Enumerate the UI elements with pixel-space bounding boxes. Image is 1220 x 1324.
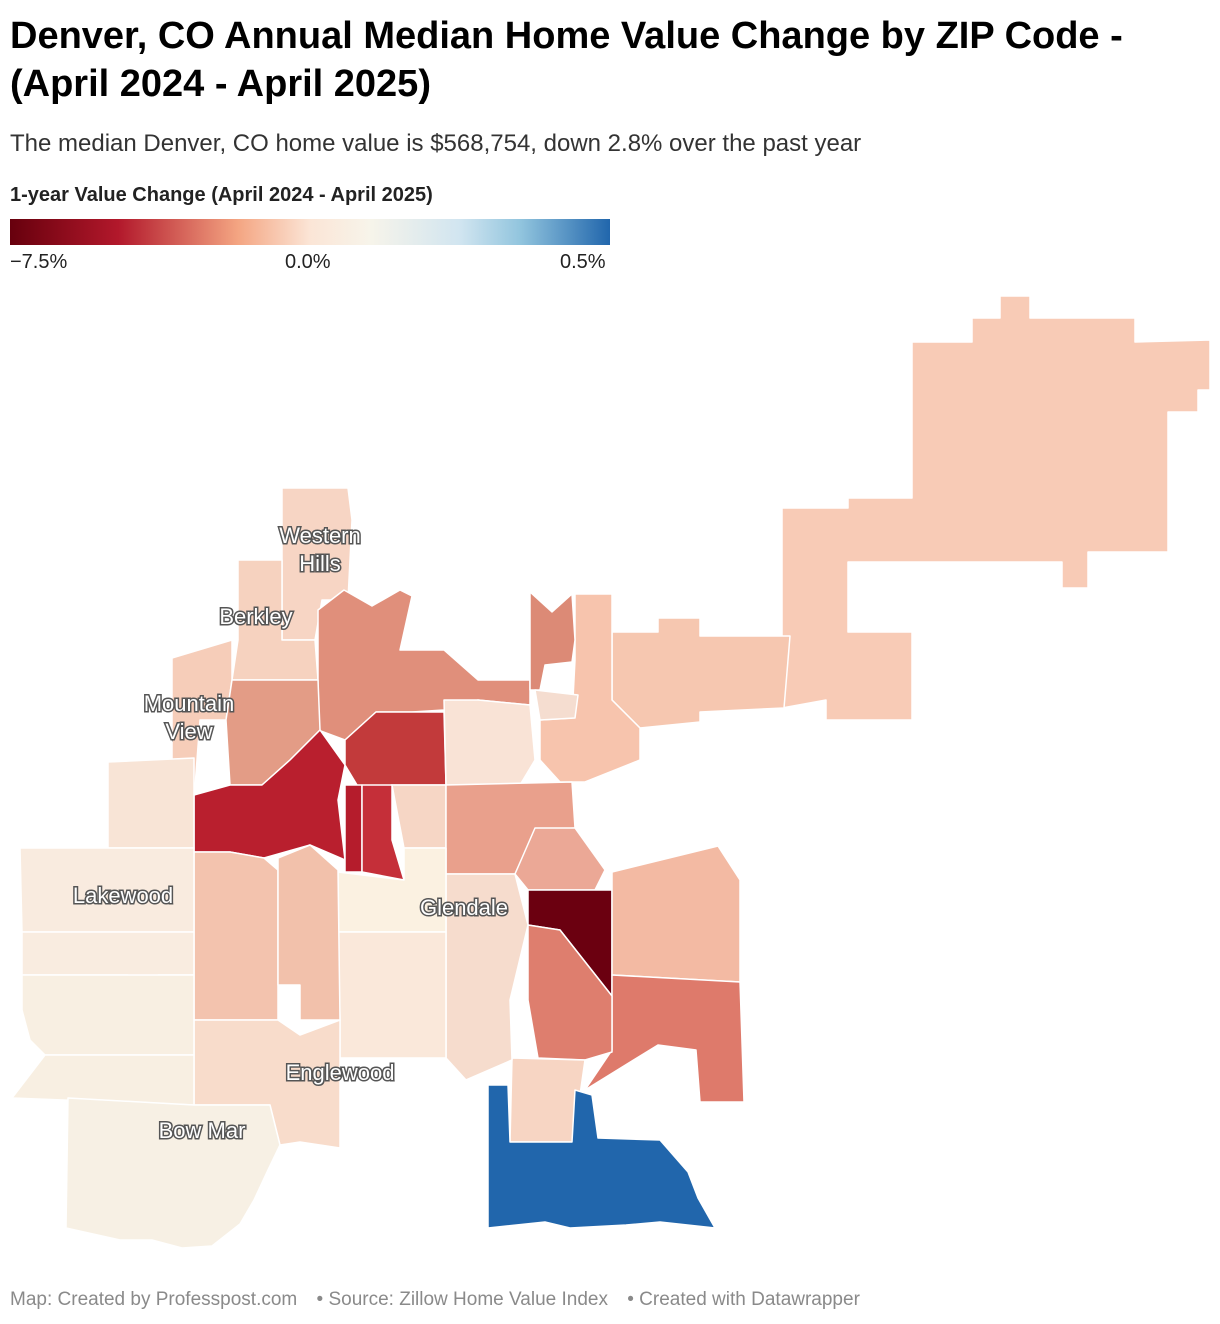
- place-label-glendale: Glendale: [420, 895, 508, 920]
- zip-region[interactable]: [337, 931, 447, 1059]
- footer-source: • Source: Zillow Home Value Index: [316, 1289, 608, 1310]
- place-label-berkley: Berkley: [219, 604, 292, 629]
- place-label-englewood: Englewood: [286, 1060, 395, 1085]
- legend-mid-label: 0.0%: [285, 251, 331, 273]
- zip-region[interactable]: [21, 974, 195, 1056]
- zip-region[interactable]: [445, 873, 529, 1081]
- zip-region[interactable]: [584, 974, 745, 1103]
- zip-region[interactable]: [391, 784, 447, 849]
- place-label-mountain-view-line2: View: [165, 719, 212, 744]
- legend-max-label: 0.5%: [560, 251, 606, 273]
- zip-region[interactable]: [443, 699, 536, 786]
- zip-region[interactable]: [107, 757, 195, 849]
- zip-region[interactable]: [11, 1054, 195, 1106]
- place-label-bow-mar: Bow Mar: [159, 1118, 246, 1143]
- legend-title: 1-year Value Change (April 2024 - April …: [10, 184, 433, 206]
- map-title: Denver, CO Annual Median Home Value Chan…: [10, 15, 1123, 105]
- legend-color-scale: [10, 219, 610, 245]
- zip-region[interactable]: [611, 845, 741, 983]
- zip-region[interactable]: [231, 559, 319, 681]
- place-label-lakewood: Lakewood: [73, 883, 173, 908]
- zip-region[interactable]: [781, 295, 1211, 721]
- zip-region[interactable]: [534, 689, 579, 721]
- zip-region[interactable]: [611, 617, 791, 729]
- place-label-western-hills: Western: [279, 523, 361, 548]
- zip-region[interactable]: [193, 851, 279, 1021]
- place-label-western-hills-line2: Hills: [299, 551, 341, 576]
- zip-region[interactable]: [529, 591, 576, 691]
- zip-region[interactable]: [361, 784, 405, 881]
- zip-region[interactable]: [344, 784, 363, 873]
- footer-map-credit: Map: Created by Professpost.com: [10, 1289, 298, 1310]
- footer-credits: Map: Created by Professpost.com • Source…: [10, 1289, 874, 1311]
- place-labels: Western Hills Berkley Mountain View Lake…: [71, 522, 509, 1145]
- zip-region[interactable]: [277, 844, 341, 1021]
- choropleth-map[interactable]: Western Hills Berkley Mountain View Lake…: [0, 280, 1220, 1260]
- place-label-mountain-view: Mountain: [144, 691, 235, 716]
- map-subtitle: The median Denver, CO home value is $568…: [10, 130, 862, 157]
- footer-tool: • Created with Datawrapper: [627, 1289, 860, 1310]
- zip-region[interactable]: [65, 1097, 281, 1249]
- legend-min-label: −7.5%: [10, 251, 68, 273]
- zip-region[interactable]: [487, 1084, 716, 1229]
- zip-region[interactable]: [527, 924, 613, 1061]
